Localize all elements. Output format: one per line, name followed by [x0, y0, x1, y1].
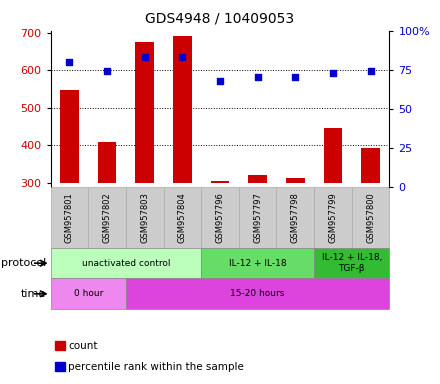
Text: unactivated control: unactivated control	[82, 259, 170, 268]
Text: GSM957799: GSM957799	[328, 192, 337, 243]
Point	[254, 74, 261, 81]
Bar	[352, 187, 389, 248]
Bar	[239, 187, 276, 248]
Bar	[88, 187, 126, 248]
Bar	[248, 175, 267, 183]
Bar	[211, 181, 229, 183]
Text: 15-20 hours: 15-20 hours	[231, 289, 285, 298]
Text: protocol: protocol	[1, 258, 46, 268]
Text: GSM957801: GSM957801	[65, 192, 74, 243]
Text: count: count	[68, 341, 98, 351]
Text: GSM957802: GSM957802	[103, 192, 112, 243]
Bar	[286, 178, 305, 183]
Bar	[98, 142, 117, 183]
Text: GSM957804: GSM957804	[178, 192, 187, 243]
Bar	[173, 36, 192, 183]
Bar	[276, 187, 314, 248]
Point	[141, 54, 148, 60]
Text: GSM957798: GSM957798	[291, 192, 300, 243]
Text: 0 hour: 0 hour	[73, 289, 103, 298]
Bar	[126, 187, 164, 248]
Point	[179, 54, 186, 60]
Bar	[314, 248, 389, 278]
Point	[216, 78, 224, 84]
Text: IL-12 + IL-18,
TGF-β: IL-12 + IL-18, TGF-β	[322, 253, 382, 273]
Text: GDS4948 / 10409053: GDS4948 / 10409053	[146, 12, 294, 25]
Point	[330, 70, 337, 76]
Bar	[361, 148, 380, 183]
Bar	[51, 248, 201, 278]
Point	[367, 68, 374, 74]
Bar	[314, 187, 352, 248]
Bar	[51, 187, 88, 248]
Bar	[323, 127, 342, 183]
Bar	[201, 248, 314, 278]
Point	[292, 74, 299, 81]
Bar	[164, 187, 201, 248]
Text: IL-12 + IL-18: IL-12 + IL-18	[229, 259, 286, 268]
Point	[103, 68, 110, 74]
Bar	[51, 278, 126, 309]
Text: GSM957796: GSM957796	[216, 192, 224, 243]
Text: GSM957797: GSM957797	[253, 192, 262, 243]
Text: time: time	[21, 289, 46, 299]
Bar	[136, 42, 154, 183]
Text: percentile rank within the sample: percentile rank within the sample	[68, 362, 244, 372]
Text: GSM957803: GSM957803	[140, 192, 149, 243]
Bar	[126, 278, 389, 309]
Bar	[201, 187, 239, 248]
Point	[66, 59, 73, 65]
Text: GSM957800: GSM957800	[366, 192, 375, 243]
Bar	[60, 90, 79, 183]
